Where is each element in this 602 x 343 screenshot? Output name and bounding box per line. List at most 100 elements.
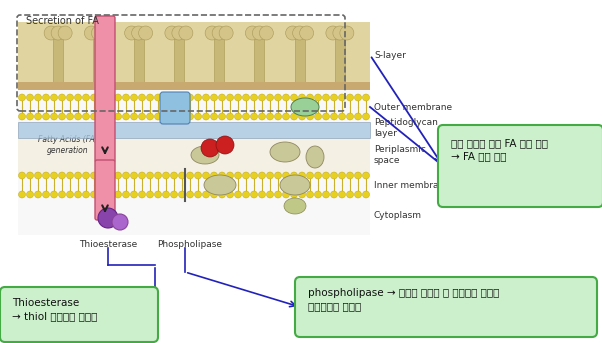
Circle shape <box>75 172 81 179</box>
Circle shape <box>226 172 234 179</box>
Circle shape <box>243 94 249 101</box>
Circle shape <box>219 113 226 120</box>
Circle shape <box>172 26 186 40</box>
Circle shape <box>163 191 170 198</box>
Circle shape <box>258 94 265 101</box>
Circle shape <box>347 172 353 179</box>
Circle shape <box>66 113 73 120</box>
Ellipse shape <box>191 146 219 164</box>
Circle shape <box>155 113 161 120</box>
Circle shape <box>314 191 321 198</box>
Ellipse shape <box>204 175 236 195</box>
Circle shape <box>291 113 297 120</box>
Circle shape <box>131 94 137 101</box>
Circle shape <box>170 94 178 101</box>
Circle shape <box>179 172 185 179</box>
Circle shape <box>146 172 154 179</box>
FancyBboxPatch shape <box>295 277 597 337</box>
Circle shape <box>340 26 354 40</box>
Circle shape <box>82 94 90 101</box>
Circle shape <box>170 172 178 179</box>
Circle shape <box>243 172 249 179</box>
Circle shape <box>75 191 81 198</box>
Circle shape <box>34 113 42 120</box>
Circle shape <box>330 172 338 179</box>
Text: S-layer: S-layer <box>374 50 406 59</box>
Circle shape <box>362 113 370 120</box>
Circle shape <box>243 191 249 198</box>
Circle shape <box>114 113 122 120</box>
Circle shape <box>291 172 297 179</box>
Circle shape <box>243 113 249 120</box>
Circle shape <box>250 113 258 120</box>
Circle shape <box>138 94 146 101</box>
Circle shape <box>306 94 314 101</box>
Circle shape <box>43 172 49 179</box>
Circle shape <box>66 172 73 179</box>
Text: Inner membrane: Inner membrane <box>374 180 450 189</box>
Circle shape <box>226 113 234 120</box>
Circle shape <box>107 113 114 120</box>
Bar <box>18 122 370 138</box>
Circle shape <box>26 94 34 101</box>
Circle shape <box>84 26 98 40</box>
Circle shape <box>51 191 58 198</box>
Circle shape <box>122 113 129 120</box>
Circle shape <box>226 94 234 101</box>
Circle shape <box>58 113 66 120</box>
Circle shape <box>43 191 49 198</box>
Circle shape <box>252 26 266 40</box>
Circle shape <box>267 113 273 120</box>
Circle shape <box>107 94 114 101</box>
Circle shape <box>275 191 282 198</box>
Circle shape <box>146 191 154 198</box>
Circle shape <box>131 191 137 198</box>
Circle shape <box>75 113 81 120</box>
Circle shape <box>259 26 273 40</box>
Circle shape <box>90 191 98 198</box>
Circle shape <box>362 94 370 101</box>
Circle shape <box>235 113 241 120</box>
Ellipse shape <box>306 146 324 168</box>
Circle shape <box>51 113 58 120</box>
Text: Fatty Acids (FA)
generation: Fatty Acids (FA) generation <box>38 135 98 155</box>
Circle shape <box>299 172 305 179</box>
Circle shape <box>306 113 314 120</box>
Circle shape <box>114 172 122 179</box>
Circle shape <box>275 113 282 120</box>
Bar <box>18 82 370 90</box>
Circle shape <box>58 191 66 198</box>
Circle shape <box>250 191 258 198</box>
Circle shape <box>347 113 353 120</box>
Ellipse shape <box>270 142 300 162</box>
Circle shape <box>155 94 161 101</box>
Circle shape <box>51 172 58 179</box>
Ellipse shape <box>284 198 306 214</box>
Text: 생성 억제를 통한 FA 분비 활성
→ FA 생성 촉진: 생성 억제를 통한 FA 분비 활성 → FA 생성 촉진 <box>451 138 548 161</box>
Circle shape <box>26 191 34 198</box>
Circle shape <box>131 113 137 120</box>
Circle shape <box>212 26 226 40</box>
Circle shape <box>362 191 370 198</box>
Circle shape <box>112 214 128 230</box>
Circle shape <box>282 191 290 198</box>
Circle shape <box>146 94 154 101</box>
Circle shape <box>92 26 105 40</box>
Circle shape <box>282 94 290 101</box>
Circle shape <box>211 191 217 198</box>
Circle shape <box>216 136 234 154</box>
Circle shape <box>114 94 122 101</box>
Circle shape <box>98 208 118 228</box>
Circle shape <box>194 94 202 101</box>
Circle shape <box>205 26 219 40</box>
Circle shape <box>299 191 305 198</box>
Circle shape <box>58 94 66 101</box>
Circle shape <box>194 191 202 198</box>
Circle shape <box>330 113 338 120</box>
Circle shape <box>330 191 338 198</box>
Circle shape <box>202 172 209 179</box>
Circle shape <box>163 94 170 101</box>
Circle shape <box>19 113 25 120</box>
Circle shape <box>355 113 361 120</box>
Circle shape <box>163 113 170 120</box>
